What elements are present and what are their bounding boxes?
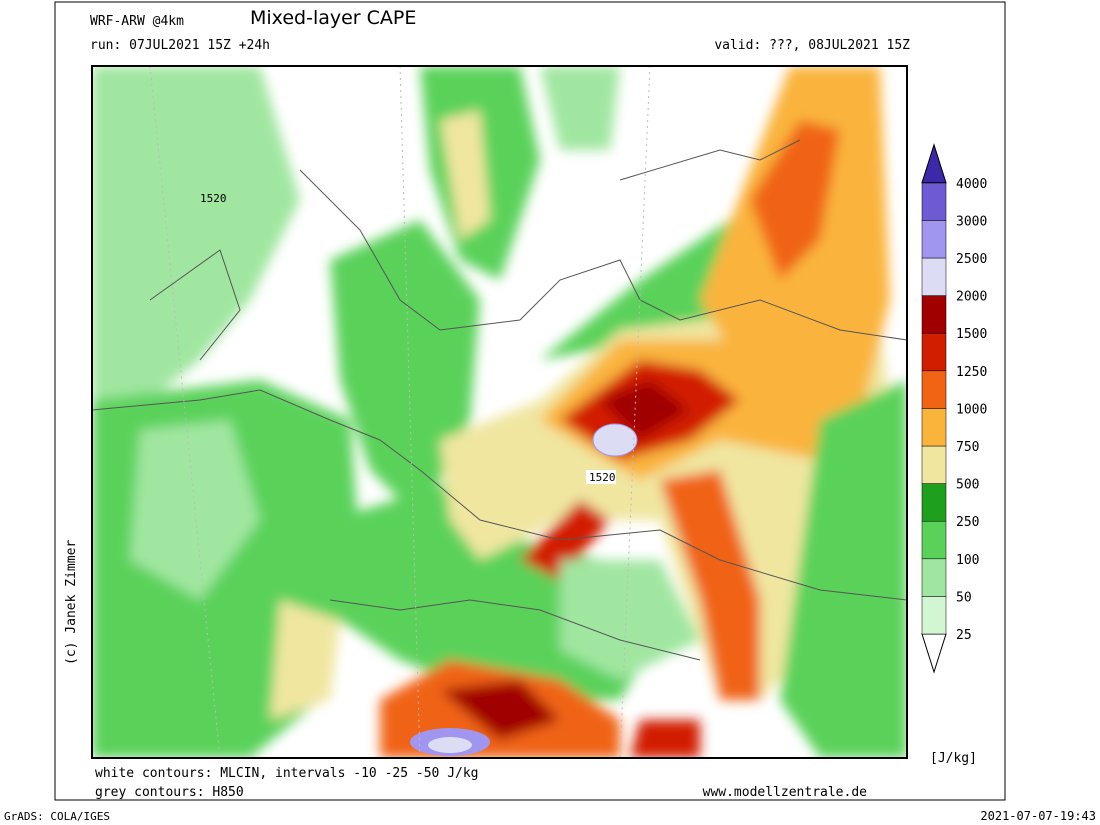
- colorbar-segment: [921, 257, 947, 296]
- colorbar-label: 2000: [956, 290, 987, 305]
- colorbar-label: 250: [956, 515, 979, 530]
- colorbar-segment: [921, 220, 947, 259]
- colorbar-label: 4000: [956, 177, 987, 192]
- footer-line: white contours: MLCIN, intervals -10 -25…: [95, 766, 479, 781]
- colorbar-label: 3000: [956, 214, 987, 229]
- unit: [J/kg]: [930, 751, 977, 766]
- colorbar-above: [921, 143, 947, 184]
- colorbar: 25 50 100 250 500 750 1000 1250 1500 2000 2500 3000…: [921, 143, 987, 674]
- colorbar-segment: [921, 596, 947, 635]
- map: [92, 66, 907, 758]
- model-label: WRF-ARW @4km: [90, 14, 184, 29]
- colorbar-segment: [921, 445, 947, 484]
- valid-label: valid: ???, 08JUL2021 15Z: [714, 38, 910, 53]
- colorbar-segment: [921, 483, 947, 522]
- colorbar-label: 750: [956, 440, 979, 455]
- website: www.modellzentrale.de: [703, 785, 868, 800]
- contour-label: 1520: [589, 471, 616, 484]
- colorbar-label: 100: [956, 553, 979, 568]
- colorbar-segment: [921, 295, 947, 334]
- grads-label: GrADS: COLA/IGES: [4, 810, 110, 823]
- colorbar-label: 1250: [956, 365, 987, 380]
- outer-frame: [54, 1, 1006, 801]
- colorbar-label: 1000: [956, 402, 987, 417]
- colorbar-below: [921, 633, 947, 674]
- colorbar-segment: [921, 370, 947, 409]
- map-frame: [91, 65, 908, 759]
- colorbar-segment: [921, 408, 947, 447]
- run-label: run: 07JUL2021 15Z +24h: [90, 38, 270, 53]
- timestamp: 2021-07-07-19:43: [980, 809, 1096, 823]
- colorbar-segment: [921, 558, 947, 597]
- colorbar-segment: [921, 182, 947, 221]
- colorbar-label: 500: [956, 478, 979, 493]
- colorbar-segment: [921, 520, 947, 560]
- footer-line: grey contours: H850: [95, 785, 244, 800]
- colorbar-label: 50: [956, 590, 972, 605]
- colorbar-label: 2500: [956, 252, 987, 267]
- colorbar-label: 1500: [956, 327, 987, 342]
- title: Mixed-layer CAPE: [250, 7, 416, 29]
- contour-label: 1520: [200, 192, 227, 205]
- colorbar-segment: [921, 332, 947, 372]
- colorbar-label: 25: [956, 628, 972, 643]
- credit: (c) Janek Zimmer: [64, 540, 79, 665]
